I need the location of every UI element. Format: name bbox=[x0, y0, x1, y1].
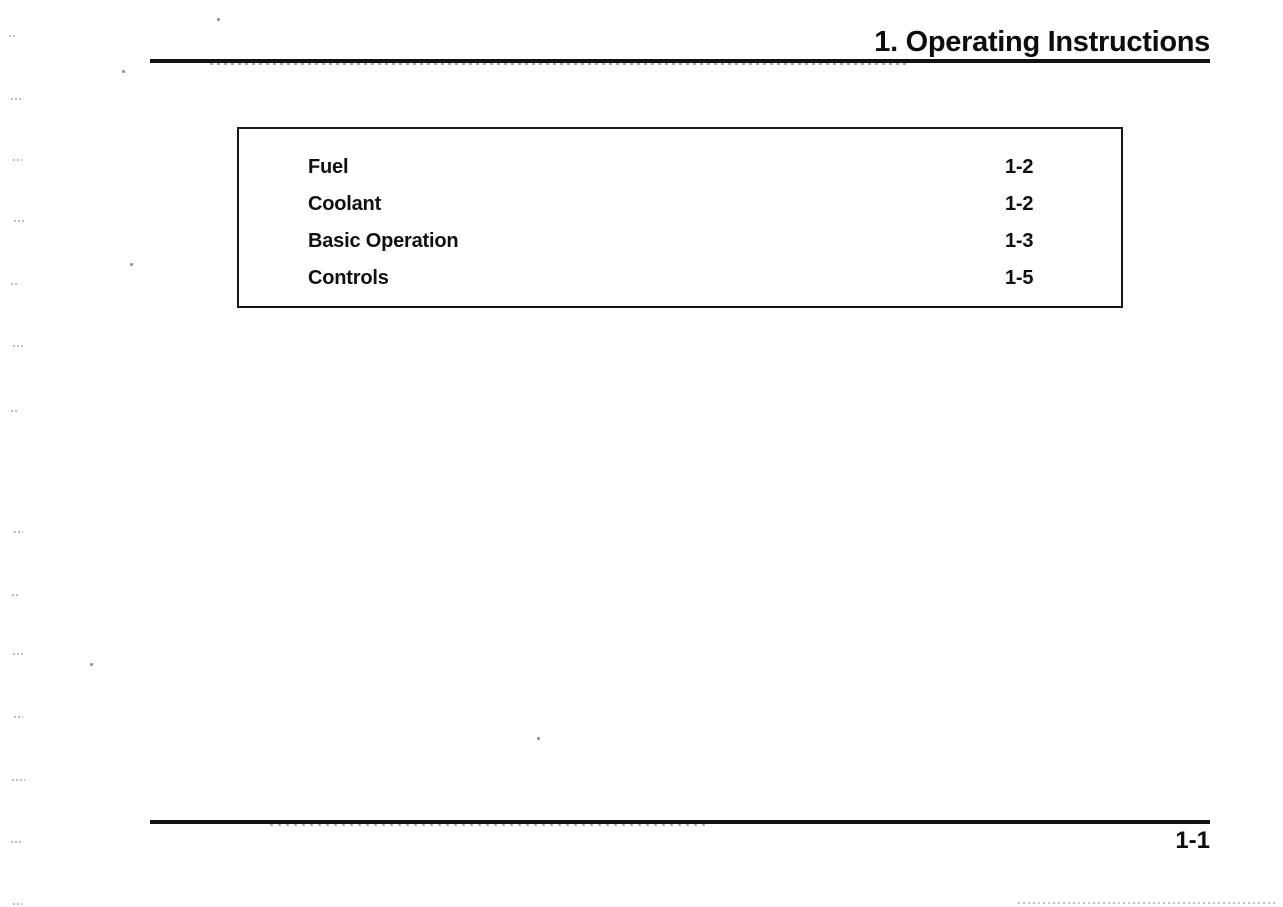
toc-item-label: Controls bbox=[308, 267, 389, 289]
scan-speckle bbox=[13, 159, 22, 161]
toc-item-page: 1-2 bbox=[1005, 193, 1034, 215]
toc-box: Fuel 1-2 Coolant 1-2 Basic Operation 1-3… bbox=[237, 127, 1123, 308]
page-number: 1-1 bbox=[1175, 827, 1210, 854]
toc-row: Fuel 1-2 bbox=[239, 149, 1121, 186]
toc-row: Controls 1-5 bbox=[239, 260, 1121, 297]
scan-dot bbox=[90, 663, 93, 666]
scan-speckle bbox=[11, 283, 19, 285]
scan-dot bbox=[217, 18, 220, 21]
toc-item-page: 1-2 bbox=[1005, 156, 1034, 178]
scan-speckle bbox=[13, 345, 24, 347]
scan-dot bbox=[122, 70, 125, 73]
scan-speckle bbox=[13, 653, 25, 655]
scan-speckle bbox=[14, 716, 23, 718]
scan-speckle bbox=[13, 903, 22, 905]
scan-speckle bbox=[12, 779, 25, 781]
scan-speckle bbox=[14, 531, 23, 533]
scan-speckle bbox=[11, 410, 19, 412]
footer-rule bbox=[150, 820, 1210, 826]
toc-item-label: Fuel bbox=[308, 156, 349, 178]
page-title: 1. Operating Instructions bbox=[874, 26, 1210, 58]
scan-dot bbox=[130, 263, 133, 266]
scan-speckle bbox=[12, 594, 20, 596]
scan-noise-strip bbox=[1018, 902, 1278, 904]
toc-item-label: Basic Operation bbox=[308, 230, 459, 252]
scan-speckle bbox=[11, 98, 21, 100]
toc-row: Basic Operation 1-3 bbox=[239, 223, 1121, 260]
scan-dot bbox=[537, 737, 540, 740]
toc-item-label: Coolant bbox=[308, 193, 382, 215]
scan-speckle bbox=[14, 220, 24, 222]
toc-item-page: 1-3 bbox=[1005, 230, 1034, 252]
toc-item-page: 1-5 bbox=[1005, 267, 1034, 289]
header-rule bbox=[150, 59, 1210, 65]
toc-row: Coolant 1-2 bbox=[239, 186, 1121, 223]
scan-speckle bbox=[9, 35, 17, 37]
scan-speckle bbox=[11, 841, 21, 843]
